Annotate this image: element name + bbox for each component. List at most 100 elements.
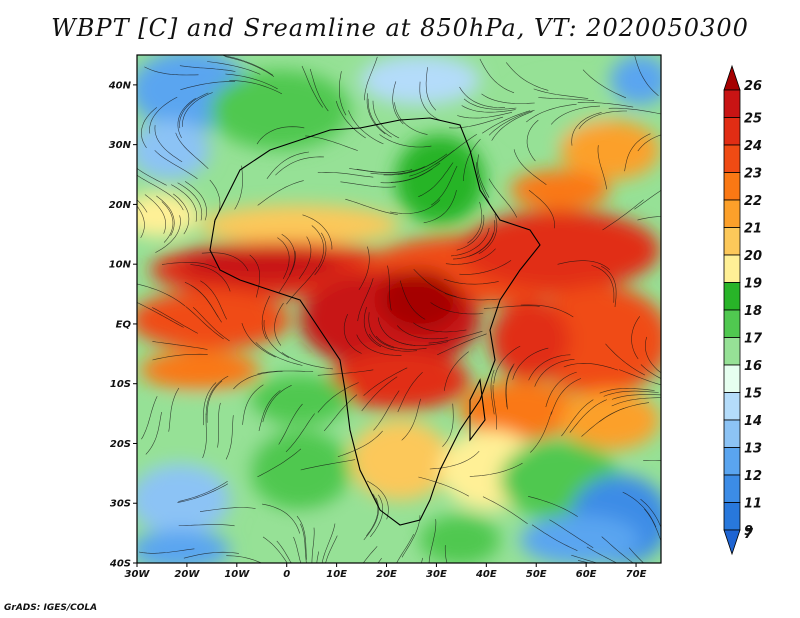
- colorbar: 26 25 24 23 22 21 20 19 18 17 16 15 14 13 12 11 97: [723, 64, 763, 556]
- streamline: [190, 264, 231, 292]
- colorbar-label: 9: [744, 524, 753, 539]
- streamline: [611, 397, 661, 407]
- streamline: [457, 112, 513, 119]
- streamline: [356, 168, 413, 173]
- streamline: [276, 540, 292, 563]
- streamline: [461, 105, 516, 113]
- streamline: [531, 524, 578, 551]
- streamline: [226, 555, 263, 563]
- streamline: [161, 262, 217, 269]
- streamline: [149, 96, 178, 134]
- colorbar-swatch: [723, 172, 741, 201]
- streamline: [366, 480, 389, 520]
- streamline: [425, 67, 437, 111]
- streamline: [599, 388, 655, 394]
- streamline: [380, 168, 433, 184]
- streamline: [241, 322, 276, 358]
- streamline: [577, 102, 634, 108]
- colorbar-label: 19: [744, 277, 762, 292]
- streamline: [561, 399, 594, 437]
- streamline: [399, 280, 426, 320]
- colorbar-label: 21: [744, 222, 762, 237]
- streamline: [377, 317, 416, 346]
- streamline: [637, 134, 661, 152]
- map-title: WBPT [C] and Sreamline at 850hPa, VT: 20…: [51, 14, 749, 42]
- streamline: [452, 232, 494, 260]
- streamline: [429, 450, 480, 470]
- streamline: [482, 496, 528, 525]
- credit-label: GrADS: IGES/COLA: [4, 603, 98, 613]
- streamline: [549, 519, 594, 549]
- streamline: [179, 92, 209, 129]
- streamline: [256, 126, 305, 145]
- streamline: [345, 198, 398, 215]
- streamline: [538, 97, 595, 101]
- streamline: [203, 382, 217, 426]
- streamline: [300, 523, 307, 563]
- colorbar-label: 7: [744, 527, 754, 542]
- streamline: [550, 378, 582, 415]
- streamline: [302, 214, 333, 250]
- colorbar-swatch: [723, 419, 741, 448]
- streamline: [291, 562, 293, 563]
- streamline: [278, 403, 303, 445]
- streamline: [366, 93, 386, 135]
- streamline: [366, 493, 379, 537]
- streamline: [444, 545, 448, 563]
- streamline: [491, 111, 533, 141]
- lon-tick-label: 10E: [326, 569, 347, 580]
- streamline: [634, 55, 659, 97]
- streamline: [317, 171, 374, 178]
- streamline: [396, 325, 448, 340]
- streamline: [156, 195, 175, 236]
- streamline: [266, 151, 310, 179]
- lon-tick-label: 10W: [224, 569, 250, 580]
- streamline: [314, 232, 327, 276]
- colorbar-swatch: [723, 199, 741, 228]
- streamline: [285, 413, 315, 453]
- colorbar-swatch: [723, 144, 741, 173]
- colorbar-swatch: [723, 474, 741, 503]
- lon-tick-label: 50E: [526, 569, 547, 580]
- streamline: [389, 199, 441, 214]
- streamline: [493, 345, 521, 384]
- streamline: [281, 233, 296, 276]
- streamline: [571, 554, 598, 563]
- streamline: [155, 215, 181, 253]
- streamline: [375, 335, 427, 350]
- streamline: [137, 283, 186, 307]
- streamline: [456, 214, 485, 251]
- streamline: [387, 265, 392, 311]
- colorbar-swatch: [723, 117, 741, 146]
- streamline: [138, 548, 195, 554]
- streamline: [477, 154, 490, 198]
- colorbar-swatch: [723, 337, 741, 366]
- streamline: [233, 371, 283, 390]
- streamline: [586, 546, 618, 563]
- streamline: [317, 382, 359, 413]
- axis-ticks: 30W 20W 10W 0 10E 20E 30E 40E 50E 60E 70E 40N 30N 20N…: [108, 80, 647, 580]
- colorbar-label: 14: [744, 414, 762, 429]
- streamline: [383, 161, 436, 176]
- streamline: [468, 220, 496, 257]
- streamline: [368, 312, 395, 349]
- streamline: [622, 491, 657, 528]
- lon-tick-label: 70E: [626, 569, 647, 580]
- streamline: [563, 362, 618, 371]
- streamline: [152, 307, 198, 334]
- streamline: [450, 227, 490, 257]
- colorbar-swatch: [723, 64, 741, 91]
- colorbar-label: 25: [744, 112, 762, 127]
- streamline: [321, 523, 336, 563]
- streamline: [255, 342, 303, 366]
- colorbar-swatch: [723, 282, 741, 311]
- streamline: [467, 201, 483, 244]
- streamline: [363, 497, 379, 541]
- streamline: [644, 336, 661, 374]
- streamline: [418, 476, 469, 497]
- streamline: [257, 180, 304, 206]
- streamline: [144, 66, 199, 76]
- streamline: [362, 546, 378, 563]
- streamline: [137, 205, 145, 238]
